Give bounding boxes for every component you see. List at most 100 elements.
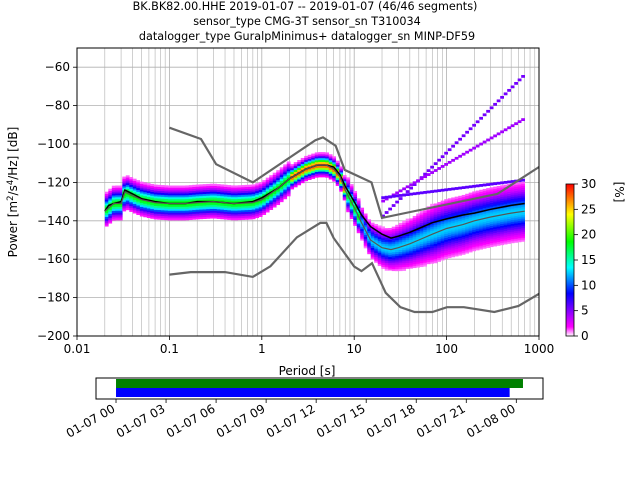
heatmap-cell	[132, 203, 137, 206]
heatmap-cell	[262, 201, 267, 204]
heatmap-cell	[503, 238, 508, 241]
heatmap-cell	[234, 216, 239, 219]
heatmap-cell	[160, 186, 165, 190]
heatmap-cell	[451, 214, 456, 217]
heatmap-cell	[423, 233, 428, 236]
heatmap-cell	[108, 190, 113, 193]
heatmap-cell	[398, 197, 403, 200]
heatmap-cell	[346, 177, 351, 180]
heatmap-cell	[178, 197, 183, 200]
heatmap-cell	[423, 214, 428, 217]
heatmap-cell	[482, 225, 487, 228]
heatmap-cell	[493, 209, 497, 212]
heatmap-cell	[279, 176, 284, 180]
heatmap-cell	[318, 155, 323, 159]
heatmap-cell	[409, 258, 414, 261]
heatmap-cell	[349, 205, 354, 208]
heatmap-cell	[461, 206, 466, 209]
heatmap-cell	[517, 220, 522, 224]
heatmap-cell	[395, 234, 400, 237]
heatmap-cell	[276, 174, 281, 177]
heatmap-cell	[510, 229, 515, 232]
heatmap-cell	[521, 220, 525, 223]
heatmap-cell	[391, 249, 396, 252]
heatmap-cell	[514, 122, 518, 126]
heatmap-cell	[374, 249, 379, 252]
heatmap-cell	[468, 236, 473, 239]
heatmap-cell	[230, 194, 235, 198]
heatmap-cell	[426, 250, 431, 253]
heatmap-cell	[220, 199, 225, 202]
heatmap-cell	[213, 210, 218, 213]
heatmap-cell	[178, 212, 183, 215]
heatmap-cell	[412, 227, 417, 230]
heatmap-cell	[300, 161, 305, 164]
heatmap-cell	[104, 203, 109, 206]
heatmap-cell	[496, 232, 501, 235]
heatmap-cell	[157, 196, 162, 199]
heatmap-cell	[381, 237, 386, 241]
heatmap-cell	[234, 185, 239, 188]
heatmap-cell	[500, 200, 504, 203]
heatmap-cell	[143, 207, 148, 210]
heatmap-cell	[153, 190, 158, 193]
heatmap-cell	[244, 186, 249, 190]
heatmap-cell	[255, 192, 260, 196]
heatmap-cell	[521, 187, 525, 190]
heatmap-cell	[258, 184, 263, 187]
heatmap-cell	[423, 250, 428, 254]
heatmap-cell	[503, 184, 508, 187]
heatmap-cell	[132, 201, 137, 204]
heatmap-cell	[423, 254, 428, 257]
heatmap-cell	[192, 186, 197, 189]
heatmap-cell	[164, 198, 169, 201]
heatmap-cell	[423, 172, 428, 176]
heatmap-cell	[465, 239, 470, 243]
heatmap-cell	[461, 152, 466, 156]
heatmap-cell	[500, 239, 504, 242]
heatmap-cell	[472, 237, 477, 240]
heatmap-cell	[416, 250, 421, 253]
heatmap-cell	[440, 239, 445, 242]
heatmap-cell	[185, 200, 190, 203]
heatmap-cell	[370, 241, 375, 245]
heatmap-cell	[510, 225, 515, 228]
heatmap-cell	[402, 187, 407, 191]
heatmap-cell	[475, 120, 480, 124]
heatmap-cell	[209, 185, 214, 188]
heatmap-cell	[332, 160, 337, 163]
heatmap-cell	[181, 208, 186, 211]
heatmap-cell	[430, 165, 435, 169]
heatmap-cell	[454, 217, 459, 220]
heatmap-cell	[468, 192, 473, 195]
heatmap-cell	[244, 213, 249, 216]
heatmap-cell	[451, 187, 456, 191]
heatmap-cell	[269, 186, 274, 189]
heatmap-cell	[349, 189, 354, 193]
heatmap-cell	[321, 173, 326, 176]
heatmap-cell	[433, 253, 438, 256]
heatmap-cell	[181, 212, 186, 215]
heatmap-cell	[153, 207, 158, 210]
heatmap-cell	[272, 180, 277, 183]
y-axis-label: Power [m2/s4/Hz] [dB]	[6, 127, 20, 258]
heatmap-cell	[500, 187, 504, 190]
heatmap-cell	[486, 220, 490, 223]
heatmap-cell	[265, 204, 270, 207]
heatmap-cell	[440, 212, 445, 215]
heatmap-cell	[237, 210, 242, 213]
heatmap-cell	[381, 236, 386, 239]
heatmap-cell	[360, 213, 365, 216]
heatmap-cell	[279, 171, 284, 174]
heatmap-cell	[286, 165, 291, 168]
heatmap-cell	[150, 191, 155, 194]
heatmap-cell	[412, 237, 417, 240]
heatmap-cell	[479, 116, 483, 120]
heatmap-cell	[510, 227, 515, 230]
heatmap-cell	[458, 230, 463, 233]
heatmap-cell	[332, 158, 337, 161]
heatmap-cell	[276, 195, 281, 198]
heatmap-cell	[237, 192, 242, 196]
heatmap-cell	[461, 248, 466, 251]
heatmap-cell	[440, 223, 445, 226]
